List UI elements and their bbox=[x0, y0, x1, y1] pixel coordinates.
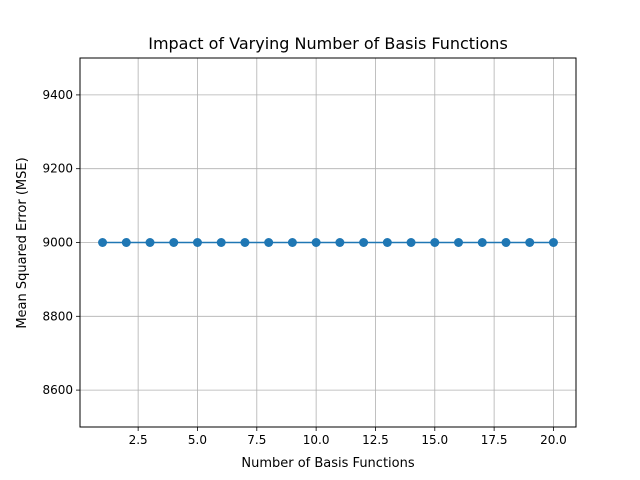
y-tick-label: 8800 bbox=[42, 309, 73, 323]
x-tick-label: 5.0 bbox=[188, 433, 207, 447]
series-layer bbox=[98, 238, 558, 247]
y-axis-label: Mean Squared Error (MSE) bbox=[15, 157, 30, 328]
data-point bbox=[240, 238, 250, 247]
x-tick-label: 15.0 bbox=[421, 433, 448, 447]
data-point bbox=[335, 238, 345, 247]
data-point bbox=[382, 238, 392, 247]
data-point bbox=[311, 238, 321, 247]
data-point bbox=[359, 238, 369, 247]
x-tick-label: 2.5 bbox=[129, 433, 148, 447]
data-point bbox=[145, 238, 155, 247]
data-point bbox=[121, 238, 131, 247]
x-tick-label: 17.5 bbox=[481, 433, 508, 447]
chart-title: Impact of Varying Number of Basis Functi… bbox=[148, 34, 508, 53]
data-point bbox=[264, 238, 274, 247]
tick-layer: 2.5 5.0 7.5 10.0 12.5 15.0 17.5 20.0 8600 8800 900… bbox=[42, 88, 566, 447]
y-tick-label: 9400 bbox=[42, 88, 73, 102]
data-point bbox=[169, 238, 179, 247]
data-point bbox=[548, 238, 558, 247]
data-point bbox=[525, 238, 535, 247]
y-tick-label: 8600 bbox=[42, 383, 73, 397]
y-tick-label: 9000 bbox=[42, 236, 73, 250]
data-point bbox=[454, 238, 464, 247]
data-point bbox=[98, 238, 108, 247]
data-point bbox=[430, 238, 440, 247]
x-tick-label: 12.5 bbox=[362, 433, 389, 447]
x-axis-label: Number of Basis Functions bbox=[241, 456, 414, 471]
data-point bbox=[287, 238, 297, 247]
data-point bbox=[477, 238, 487, 247]
data-point bbox=[216, 238, 226, 247]
data-point bbox=[501, 238, 511, 247]
x-tick-label: 10.0 bbox=[303, 433, 330, 447]
data-point bbox=[406, 238, 416, 247]
y-tick-label: 9200 bbox=[42, 162, 73, 176]
x-tick-label: 20.0 bbox=[540, 433, 567, 447]
data-point bbox=[192, 238, 202, 247]
x-tick-label: 7.5 bbox=[247, 433, 266, 447]
